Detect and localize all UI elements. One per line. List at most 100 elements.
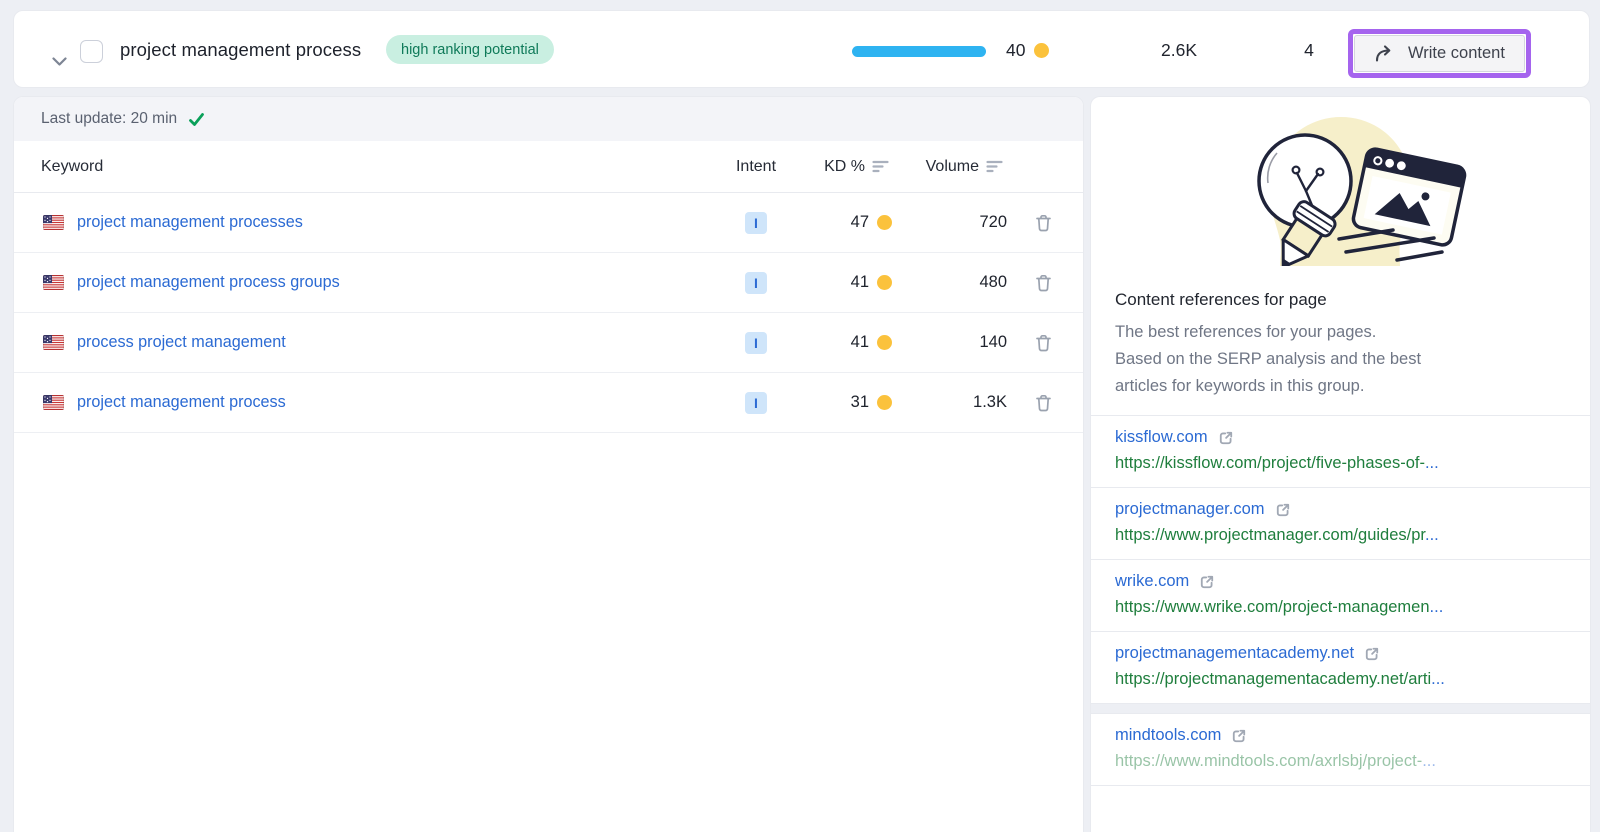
intent-badge: I: [745, 391, 767, 414]
kd-value: 31: [850, 393, 869, 411]
column-kd: KD %: [824, 158, 889, 176]
group-checkbox[interactable]: [80, 40, 103, 63]
trash-icon[interactable]: [1035, 214, 1052, 232]
write-content-button[interactable]: Write content: [1354, 35, 1525, 72]
reference-url[interactable]: https://kissflow.com/project/five-phases…: [1115, 454, 1566, 473]
url-ellipsis: ...: [1429, 598, 1444, 616]
column-keyword: Keyword: [41, 157, 104, 175]
content-references-panel: Content references for page The best ref…: [1090, 96, 1591, 832]
table-row: process project management I 41 140: [14, 313, 1083, 373]
references-heading: Content references for page: [1115, 290, 1327, 309]
column-volume: Volume: [926, 158, 1003, 176]
ranking-potential-badge: high ranking potential: [386, 35, 554, 64]
kd-cell: 41: [851, 273, 892, 292]
reference-domain-link[interactable]: mindtools.com: [1115, 726, 1222, 744]
keyword-link[interactable]: process project management: [77, 333, 286, 351]
reference-url-text: https://projectmanagementacademy.net/art…: [1115, 670, 1432, 688]
keyword-link[interactable]: project management processes: [77, 213, 303, 231]
reference-domain-link[interactable]: wrike.com: [1115, 572, 1190, 590]
volume-cell: 1.3K: [973, 393, 1007, 411]
reference-item: projectmanagementacademy.net https://pro…: [1091, 632, 1590, 704]
url-ellipsis: ...: [1425, 526, 1439, 544]
intent-badge: I: [745, 271, 767, 294]
sort-kd-icon[interactable]: [872, 159, 889, 174]
table-row: project management processes I 47 720: [14, 193, 1083, 253]
reference-url-text: https://www.wrike.com/project-managemen: [1115, 598, 1430, 616]
trash-icon[interactable]: [1035, 274, 1052, 292]
external-link-icon[interactable]: [1364, 646, 1380, 662]
volume-cell: 480: [979, 273, 1007, 291]
column-volume-label: Volume: [925, 157, 979, 175]
table-row: project management process groups I 41 4…: [14, 253, 1083, 313]
reference-item: kissflow.com https://kissflow.com/projec…: [1091, 416, 1590, 488]
kd-progress-bar: [852, 46, 986, 57]
reference-domain-link[interactable]: kissflow.com: [1115, 428, 1208, 446]
keyword-link[interactable]: project management process groups: [77, 273, 340, 291]
reference-url[interactable]: https://projectmanagementacademy.net/art…: [1115, 670, 1566, 689]
kd-value: 47: [850, 213, 869, 231]
write-content-highlight-frame: Write content: [1348, 29, 1531, 78]
column-kd-label: KD %: [824, 157, 865, 175]
kd-dot-icon: [877, 215, 892, 230]
reference-url-text: https://www.mindtools.com/axrlsbj/projec…: [1115, 752, 1423, 770]
kd-dot-icon: [877, 395, 892, 410]
references-list: kissflow.com https://kissflow.com/projec…: [1091, 415, 1590, 786]
references-description: The best references for your pages. Base…: [1115, 319, 1566, 400]
reference-url-text: https://kissflow.com/project/five-phases…: [1115, 454, 1425, 472]
external-link-icon[interactable]: [1218, 430, 1234, 446]
kd-cell: 41: [851, 333, 892, 352]
reference-item: mindtools.com https://www.mindtools.com/…: [1091, 714, 1590, 786]
external-link-icon[interactable]: [1231, 728, 1247, 744]
reference-url[interactable]: https://www.mindtools.com/axrlsbj/projec…: [1115, 752, 1566, 771]
redirect-arrow-icon: [1375, 45, 1391, 62]
trash-icon[interactable]: [1035, 334, 1052, 352]
volume-cell: 140: [979, 333, 1007, 351]
chevron-down-icon[interactable]: [52, 57, 67, 67]
sort-volume-icon[interactable]: [986, 159, 1003, 174]
group-kd-value: 40: [1006, 39, 1026, 60]
last-update-bar: Last update: 20 min: [14, 97, 1083, 141]
us-flag-icon: [43, 335, 64, 350]
reference-url[interactable]: https://www.projectmanager.com/guides/pr…: [1115, 526, 1566, 545]
us-flag-icon: [43, 215, 64, 230]
keyword-link[interactable]: project management process: [77, 393, 286, 411]
trash-icon[interactable]: [1035, 394, 1052, 412]
kd-cell: 31: [851, 393, 892, 412]
group-header: project management process high ranking …: [13, 10, 1590, 88]
group-kd: 40: [1006, 11, 1050, 89]
reference-group-gap: [1091, 704, 1590, 714]
kd-dot-icon: [877, 335, 892, 350]
url-ellipsis: ...: [1431, 670, 1445, 688]
description-line: The best references for your pages.: [1115, 323, 1377, 341]
intent-badge: I: [745, 331, 767, 354]
reference-url-text: https://www.projectmanager.com/guides/pr: [1115, 526, 1425, 544]
kd-value: 41: [850, 333, 869, 351]
group-title: project management process: [120, 39, 362, 60]
volume-cell: 720: [979, 213, 1007, 231]
url-ellipsis: ...: [1422, 752, 1436, 770]
url-ellipsis: ...: [1424, 454, 1439, 472]
us-flag-icon: [43, 395, 64, 410]
column-intent: Intent: [735, 157, 777, 175]
external-link-icon[interactable]: [1199, 574, 1215, 590]
reference-item: projectmanager.com https://www.projectma…: [1091, 488, 1590, 560]
kd-cell: 47: [851, 213, 892, 232]
description-line: Based on the SERP analysis and the best: [1115, 350, 1422, 368]
reference-url[interactable]: https://www.wrike.com/project-managemen.…: [1115, 598, 1566, 617]
reference-domain-link[interactable]: projectmanagementacademy.net: [1115, 644, 1355, 662]
external-link-icon[interactable]: [1275, 502, 1291, 518]
write-content-label: Write content: [1408, 44, 1505, 62]
us-flag-icon: [43, 275, 64, 290]
intent-badge: I: [745, 211, 767, 234]
reference-domain-link[interactable]: projectmanager.com: [1115, 500, 1265, 518]
last-update-text: Last update: 20 min: [41, 110, 178, 127]
group-volume: 2.6K: [1161, 39, 1197, 60]
lightbulb-pencil-illustration: [1256, 117, 1466, 266]
table-header: Keyword Intent KD % Volume: [14, 141, 1083, 193]
group-keywords-count: 4: [1304, 39, 1314, 60]
keywords-panel: Last update: 20 min Keyword Intent KD % …: [13, 96, 1084, 832]
kd-dot-icon: [877, 275, 892, 290]
reference-item: wrike.com https://www.wrike.com/project-…: [1091, 560, 1590, 632]
kd-value: 41: [850, 273, 869, 291]
